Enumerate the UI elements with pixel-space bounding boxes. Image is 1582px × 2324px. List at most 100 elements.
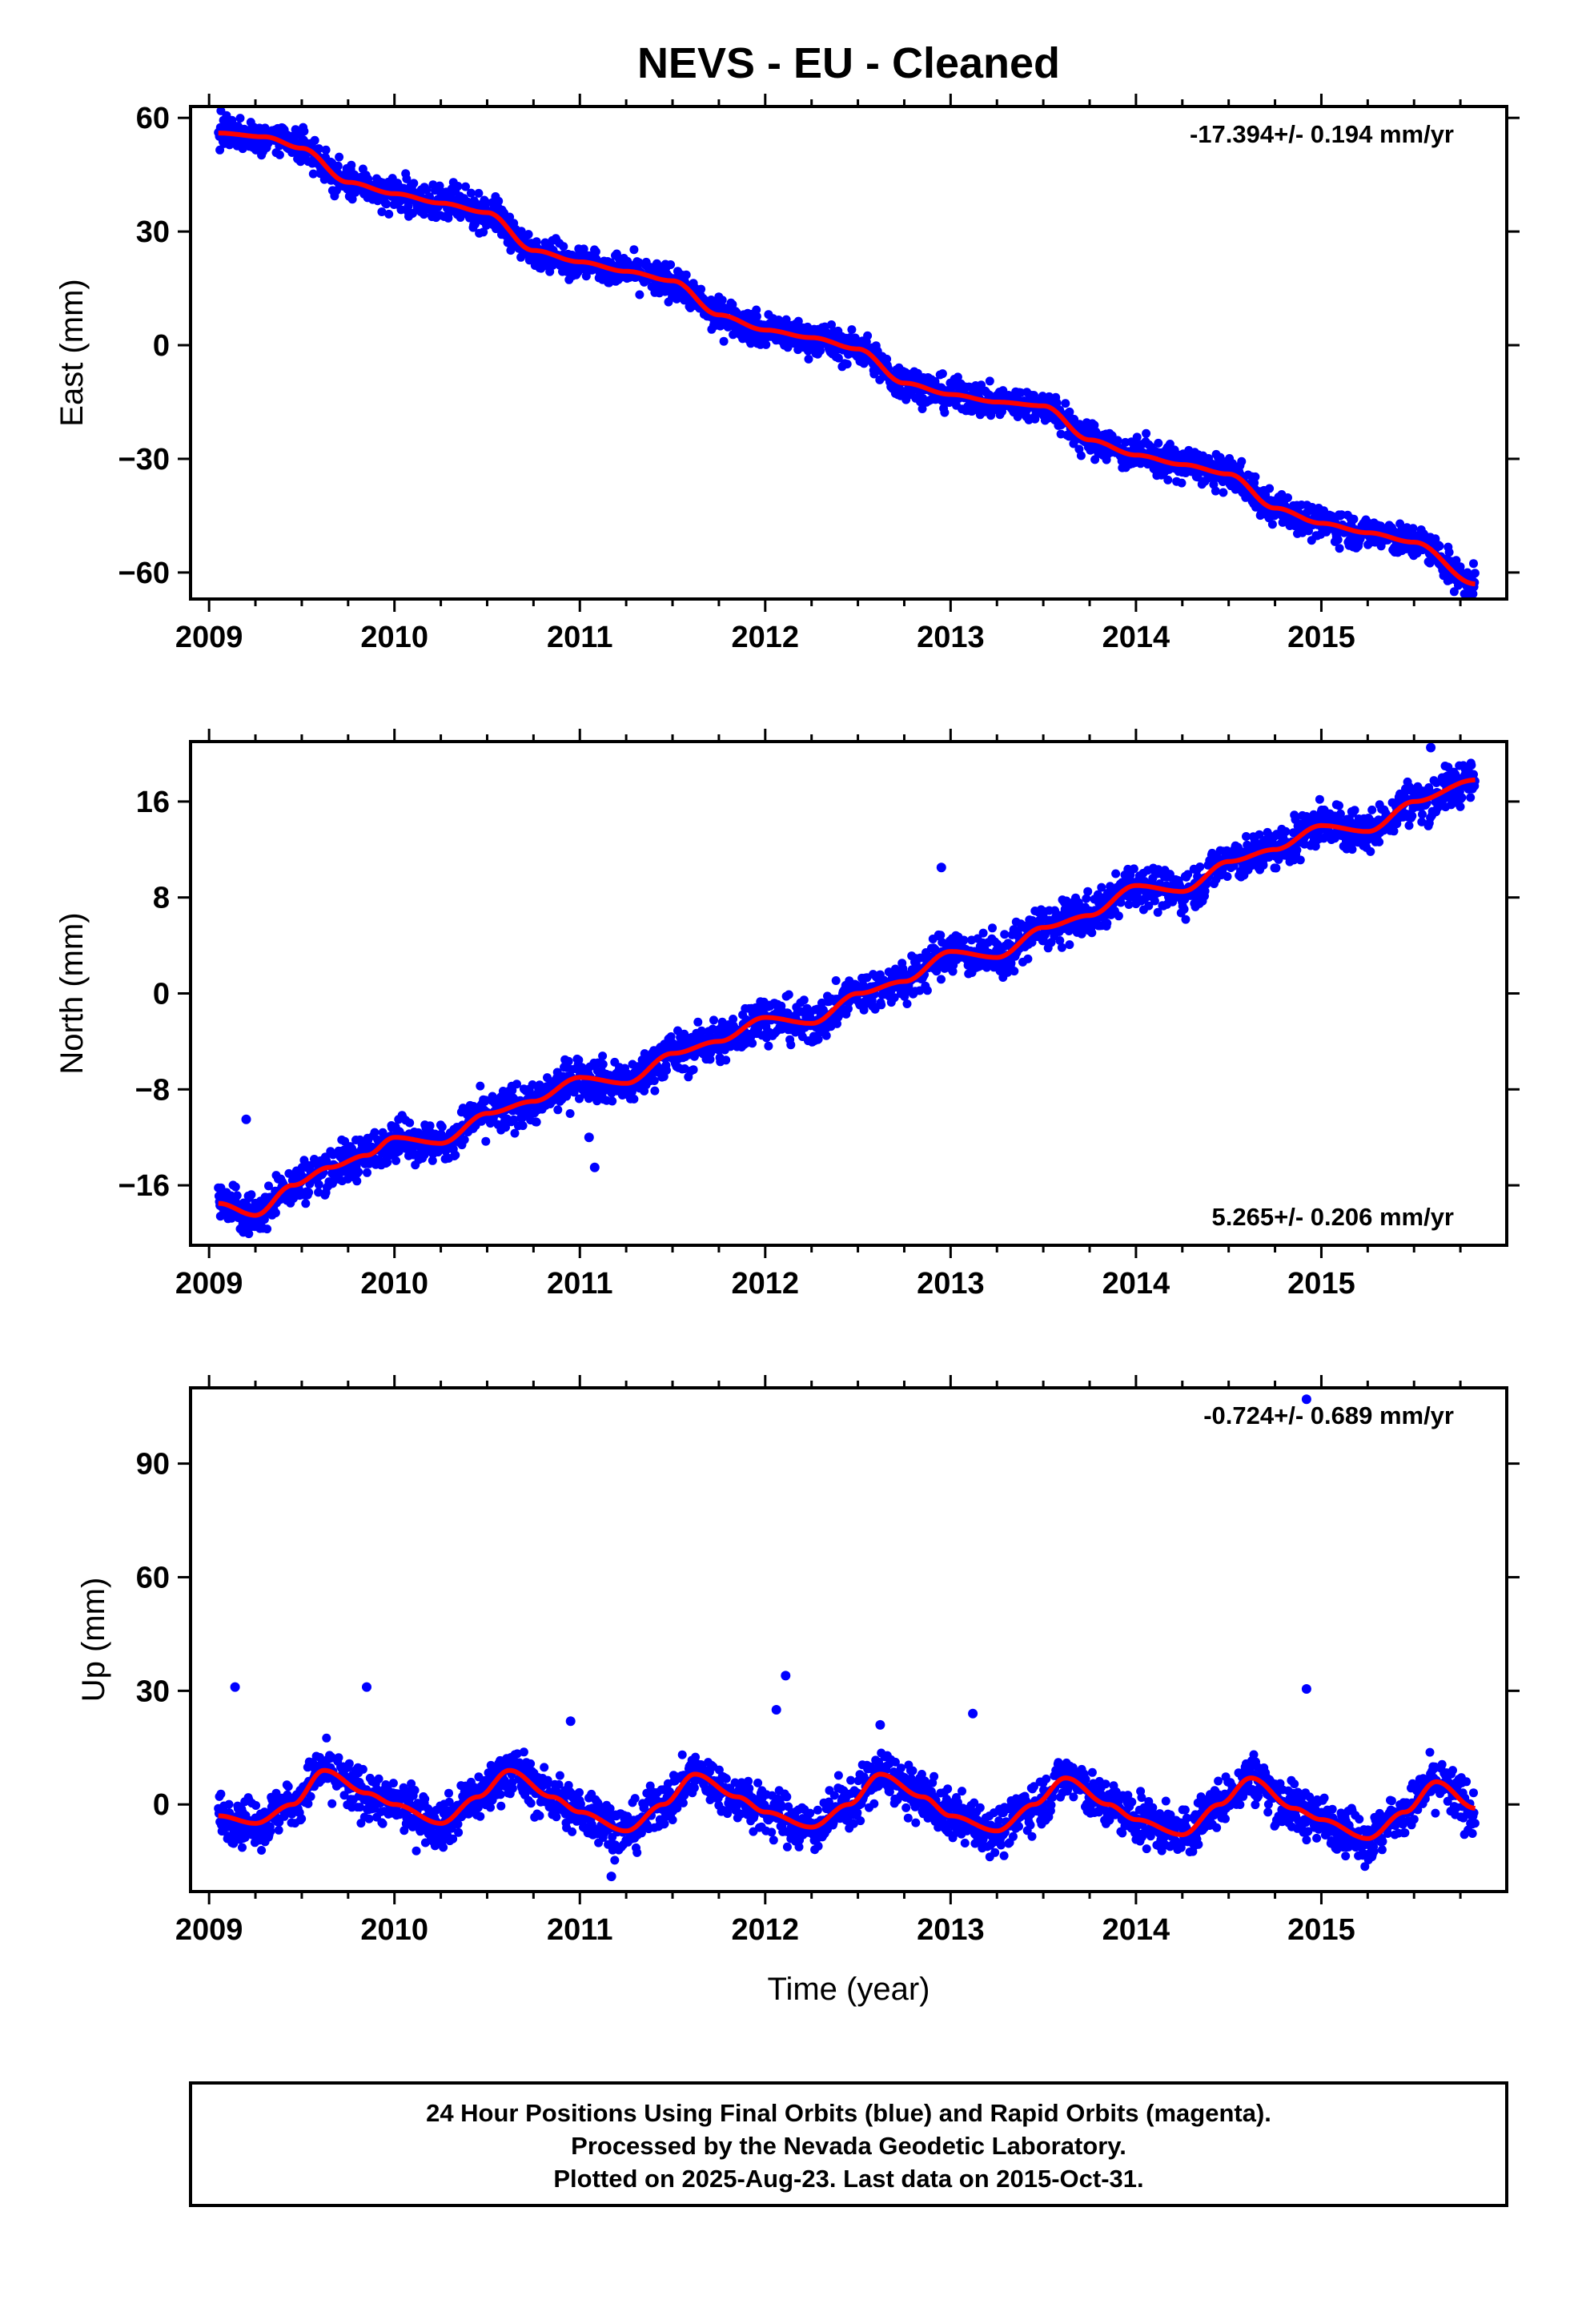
east-data-point bbox=[816, 346, 825, 356]
east-data-point bbox=[215, 145, 225, 155]
east-x-tick-label: 2011 bbox=[547, 621, 612, 654]
east-y-tick-label: 60 bbox=[136, 102, 170, 135]
north-data-point bbox=[649, 1076, 659, 1085]
east-y-tick-label: −30 bbox=[118, 443, 170, 476]
up-data-point bbox=[257, 1846, 267, 1855]
north-y-tick-label: −8 bbox=[135, 1073, 170, 1107]
east-data-point bbox=[409, 179, 419, 188]
east-data-point bbox=[1211, 486, 1220, 496]
north-data-point bbox=[1023, 954, 1033, 963]
east-data-point bbox=[953, 372, 962, 382]
north-data-point bbox=[902, 999, 912, 1008]
north-data-point bbox=[877, 1000, 886, 1010]
east-data-point bbox=[377, 207, 387, 216]
east-model-line bbox=[218, 131, 1476, 587]
east-data-point bbox=[333, 161, 343, 171]
north-x-tick-label: 2009 bbox=[175, 1267, 243, 1301]
north-data-point bbox=[799, 995, 809, 1005]
east-x-tick-label: 2014 bbox=[1102, 621, 1170, 654]
east-data-point bbox=[494, 196, 504, 206]
north-data-point bbox=[232, 1191, 242, 1200]
east-data-point bbox=[719, 336, 729, 346]
north-data-point bbox=[988, 923, 997, 933]
east-data-point bbox=[1132, 432, 1142, 442]
east-data-point bbox=[347, 160, 356, 170]
north-data-point bbox=[1114, 911, 1123, 921]
north-data-point bbox=[1292, 846, 1302, 854]
east-x-tick-label: 2010 bbox=[360, 621, 428, 654]
east-data-point bbox=[299, 127, 309, 136]
north-data-point bbox=[271, 1208, 280, 1217]
east-data-point bbox=[347, 195, 357, 204]
east-data-point bbox=[461, 182, 470, 191]
east-x-tick-label: 2012 bbox=[732, 621, 800, 654]
east-data-point bbox=[1449, 587, 1459, 597]
north-data-point bbox=[1295, 855, 1305, 865]
east-y-tick-label: 0 bbox=[153, 329, 170, 363]
east-data-point bbox=[1215, 452, 1225, 462]
east-data-point bbox=[1237, 456, 1247, 466]
north-data-point bbox=[1111, 869, 1121, 879]
up-data-point bbox=[266, 1827, 275, 1836]
east-data-point bbox=[1335, 544, 1344, 553]
north-data-point bbox=[1271, 863, 1281, 873]
east-data-point bbox=[1435, 541, 1444, 551]
east-y-tick-label: −60 bbox=[118, 557, 170, 590]
north-data-point bbox=[1404, 821, 1414, 830]
north-data-point bbox=[1375, 837, 1384, 846]
north-data-point bbox=[1467, 761, 1476, 770]
east-data-point bbox=[833, 353, 843, 363]
north-y-axis-label: North (mm) bbox=[54, 912, 90, 1074]
north-data-point bbox=[370, 1128, 379, 1137]
east-data-point bbox=[728, 300, 737, 309]
north-y-tick-label: −16 bbox=[118, 1169, 170, 1203]
north-data-point bbox=[565, 1109, 575, 1118]
east-data-point bbox=[1219, 488, 1228, 497]
north-data-point bbox=[1181, 915, 1191, 924]
east-data-point bbox=[422, 185, 432, 195]
east-data-point bbox=[396, 205, 406, 215]
east-data-point bbox=[314, 144, 323, 154]
north-data-point bbox=[1466, 793, 1476, 802]
north-data-point bbox=[247, 1190, 256, 1200]
north-data-point bbox=[978, 928, 988, 938]
north-data-point bbox=[1000, 930, 1010, 939]
east-data-point bbox=[559, 242, 568, 251]
east-data-point bbox=[940, 408, 950, 417]
north-x-tick-label: 2015 bbox=[1287, 1267, 1355, 1301]
north-data-point bbox=[1102, 919, 1112, 928]
east-data-point bbox=[1265, 484, 1275, 493]
north-data-point bbox=[405, 1118, 415, 1128]
east-data-point bbox=[1165, 440, 1174, 448]
east-data-point bbox=[1470, 569, 1480, 578]
east-data-point bbox=[1030, 414, 1040, 424]
north-x-tick-label: 2011 bbox=[547, 1267, 612, 1301]
east-data-point bbox=[1349, 514, 1359, 524]
north-velocity-label: 5.265+/- 0.206 mm/yr bbox=[1212, 1203, 1454, 1231]
north-data-point bbox=[1335, 801, 1343, 810]
north-data-point bbox=[721, 1055, 731, 1065]
east-data-point bbox=[505, 212, 515, 222]
east-data-point bbox=[1267, 520, 1277, 529]
east-data-point bbox=[1052, 398, 1062, 408]
east-data-point bbox=[225, 140, 235, 150]
east-data-point bbox=[666, 260, 676, 269]
north-data-point bbox=[1010, 967, 1019, 976]
east-data-point bbox=[1408, 524, 1418, 533]
east-data-point bbox=[573, 267, 583, 277]
north-data-point bbox=[352, 1176, 362, 1186]
north-data-point bbox=[532, 1117, 541, 1127]
east-data-point bbox=[635, 290, 644, 300]
east-data-point bbox=[1456, 562, 1465, 572]
north-data-point bbox=[1065, 940, 1074, 950]
north-data-point bbox=[937, 975, 946, 984]
north-data-point bbox=[1315, 794, 1324, 804]
north-outlier-point bbox=[936, 862, 946, 873]
east-data-point bbox=[296, 156, 306, 166]
north-y-tick-label: 16 bbox=[136, 786, 170, 819]
north-outlier-point bbox=[1426, 742, 1436, 753]
north-data-point bbox=[629, 1094, 639, 1104]
north-data-point bbox=[383, 1157, 392, 1167]
east-data-point bbox=[804, 354, 813, 364]
